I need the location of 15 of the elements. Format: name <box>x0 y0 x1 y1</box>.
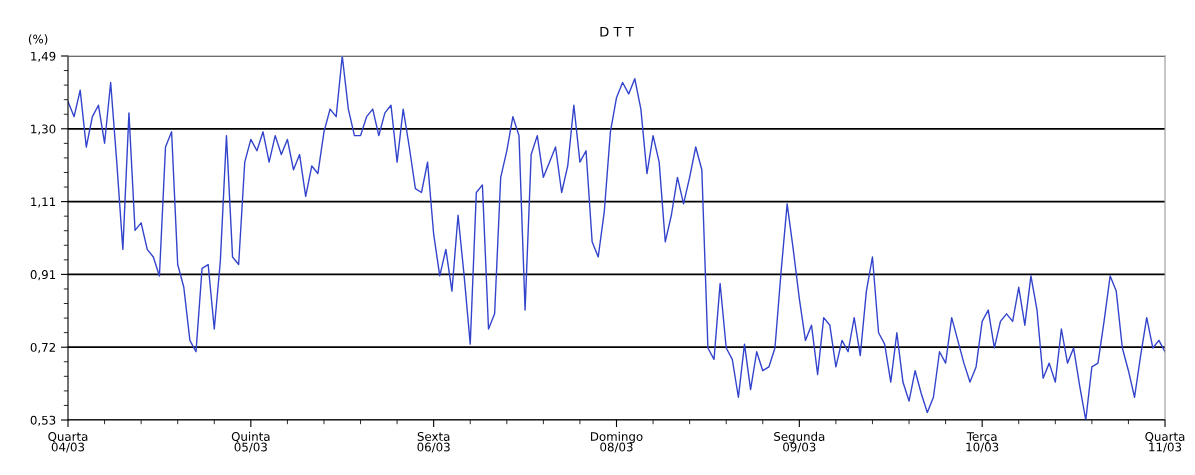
y-tick-label: 0,53 <box>30 415 56 426</box>
x-tick-label: Terça 10/03 <box>966 432 999 453</box>
x-tick-label: Domingo 08/03 <box>591 431 643 453</box>
x-tick-label: Sexta 06/03 <box>417 432 450 453</box>
y-tick-label: 1,11 <box>31 197 56 208</box>
y-axis-title: (%) <box>28 34 48 45</box>
y-tick-label: 1,49 <box>31 51 56 62</box>
x-tick-label: Quinta 05/03 <box>231 431 270 453</box>
y-tick-label: 1,30 <box>31 124 56 135</box>
y-tick-label: 0,91 <box>30 270 56 281</box>
y-tick-label: 0,72 <box>30 342 56 354</box>
x-tick-label: Segunda 09/03 <box>774 431 825 453</box>
x-tick-label: Quarta 04/03 <box>48 432 88 453</box>
chart-title: D T T <box>600 26 634 37</box>
x-tick-label: Quarta 11/03 <box>1145 432 1185 453</box>
